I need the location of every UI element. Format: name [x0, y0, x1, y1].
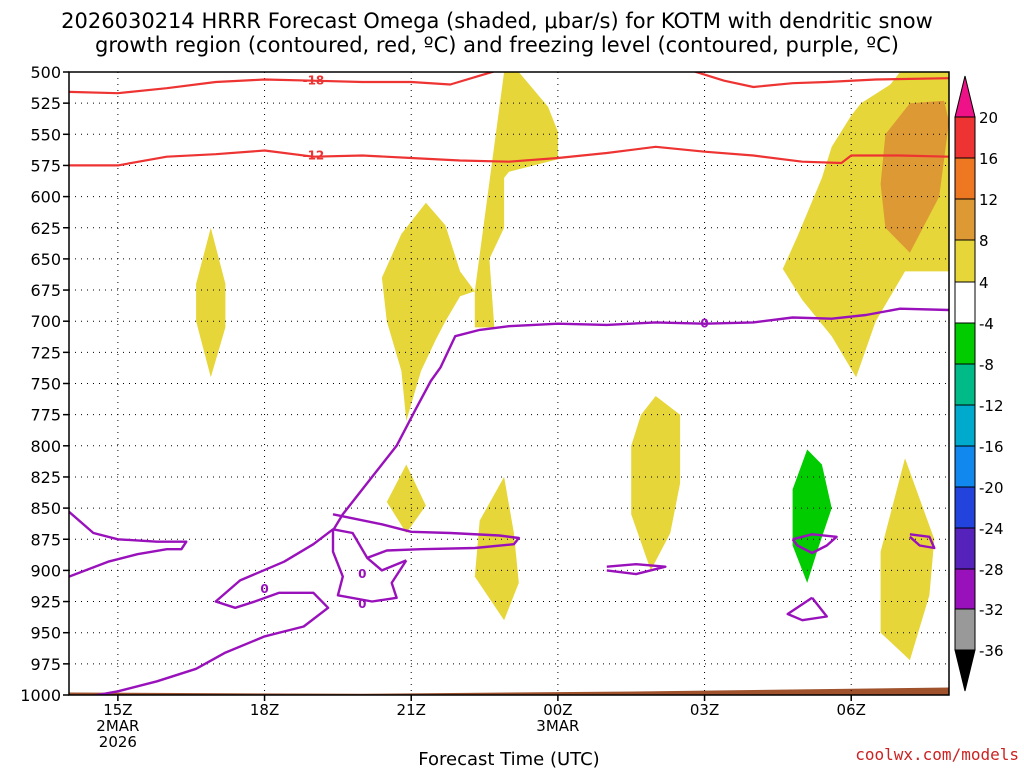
- omega-4-to-8-region: [880, 458, 935, 661]
- colorbar-band: [954, 527, 976, 570]
- dgz-contour-line: [692, 72, 949, 89]
- y-tick-label: 675: [30, 281, 61, 300]
- contour-label: 0: [260, 582, 268, 596]
- y-tick-label: 625: [30, 219, 61, 238]
- x-tick-label: 3MAR: [536, 717, 579, 735]
- y-tick-label: 725: [30, 343, 61, 362]
- terrain-fill: [69, 687, 949, 695]
- x-tick-label: 18Z: [250, 701, 279, 719]
- colorbar-band: [954, 445, 976, 488]
- x-tick-label: 15Z: [103, 701, 132, 719]
- omega-4-to-8-region: [196, 227, 226, 378]
- credit-text: coolwx.com/models: [855, 745, 1019, 764]
- colorbar-label: -32: [979, 601, 1004, 619]
- y-tick-label: 900: [30, 561, 61, 580]
- y-tick-label: 700: [30, 312, 61, 331]
- y-tick-label: 500: [30, 63, 61, 82]
- x-tick-label: 2MAR: [96, 717, 139, 735]
- x-tick-label: 00Z: [543, 701, 572, 719]
- y-tick-label: 750: [30, 375, 61, 394]
- contour-lines: [69, 72, 949, 695]
- colorbar-label: 20: [979, 109, 998, 127]
- colorbar-label: -36: [979, 642, 1004, 660]
- contour-label: 0: [358, 597, 366, 611]
- colorbar-band: [954, 363, 976, 406]
- freezing-level-contour-line: [786, 596, 828, 622]
- omega-4-to-8-region: [631, 396, 681, 571]
- colorbar-label: 4: [979, 274, 989, 292]
- omega-4-to-8-region: [474, 476, 519, 621]
- colorbar-band: [954, 608, 976, 651]
- omega-4-to-8-region: [386, 464, 426, 533]
- dgz-contour-line: [69, 72, 497, 95]
- x-axis-label: Forecast Time (UTC): [418, 749, 599, 768]
- omega-minus-4-to-minus-8-region: [792, 449, 832, 583]
- y-tick-label: 925: [30, 593, 61, 612]
- colorbar-label: -24: [979, 520, 1004, 538]
- freezing-level-contour-line: [606, 563, 667, 576]
- terrain-surface: [69, 687, 949, 695]
- omega-8-to-12-region: [880, 100, 949, 253]
- colorbar-band: [954, 486, 976, 529]
- y-tick-label: 850: [30, 499, 61, 518]
- contour-label: -12: [303, 148, 325, 162]
- contour-label: 0: [700, 317, 708, 331]
- freezing-level-contour-line: [791, 533, 838, 555]
- y-tick-label: 825: [30, 468, 61, 487]
- colorbar-label: -8: [979, 356, 994, 374]
- x-tick-label: 03Z: [690, 701, 719, 719]
- freezing-level-contour-line: [909, 533, 936, 550]
- contour-label: 0: [358, 567, 366, 581]
- freezing-level-contour-line: [331, 307, 949, 603]
- contour-label: -18: [303, 74, 325, 88]
- y-tick-label: 775: [30, 406, 61, 425]
- dgz-contour-line: [69, 145, 949, 167]
- colorbar-label: 8: [979, 232, 989, 250]
- colorbar-band: [954, 157, 976, 200]
- y-tick-label: 875: [30, 530, 61, 549]
- x-tick-label: 2026: [99, 733, 137, 751]
- colorbar-label: -12: [979, 397, 1004, 415]
- colorbar-label: -4: [979, 315, 994, 333]
- y-tick-label: 525: [30, 94, 61, 113]
- colorbar-top-arrow: [954, 75, 976, 118]
- colorbar-band: [954, 281, 976, 324]
- colorbar: 20 16 12 8 4 -4 -8 -12 -16 -20 -24 -28 -32 -36: [954, 75, 1004, 692]
- colorbar-label: -20: [979, 479, 1004, 497]
- y-tick-label: 950: [30, 624, 61, 643]
- colorbar-bottom-arrow: [954, 649, 976, 692]
- omega-4-to-8-region: [381, 72, 558, 421]
- colorbar-band: [954, 116, 976, 159]
- omega-shading: [196, 72, 949, 661]
- y-tick-label: 600: [30, 188, 61, 207]
- colorbar-label: 16: [979, 150, 998, 168]
- chart-title-line-1: 2026030214 HRRR Forecast Omega (shaded, …: [61, 9, 933, 33]
- y-axis-ticks: 500 525 550 575 600 625 650 675 700 725 750 775 800 8…: [20, 63, 69, 705]
- contour-labels: -18 -12 0 0 0 0: [260, 74, 708, 611]
- chart-title-line-2: growth region (contoured, red, ºC) and f…: [95, 33, 899, 57]
- colorbar-label: -16: [979, 438, 1004, 456]
- colorbar-band: [954, 239, 976, 283]
- freezing-level-contour-line: [90, 528, 407, 695]
- freezing-level-contour-line: [69, 510, 188, 578]
- y-tick-label: 800: [30, 437, 61, 456]
- colorbar-band: [954, 322, 976, 365]
- freezing-level-contour-line: [332, 513, 520, 560]
- y-tick-label: 975: [30, 655, 61, 674]
- x-tick-label: 21Z: [397, 701, 426, 719]
- colorbar-label: 12: [979, 191, 998, 209]
- colorbar-label: -28: [979, 561, 1004, 579]
- colorbar-band: [954, 568, 976, 610]
- y-tick-label: 575: [30, 156, 61, 175]
- colorbar-band: [954, 198, 976, 241]
- y-tick-label: 650: [30, 250, 61, 269]
- colorbar-band: [954, 404, 976, 447]
- x-tick-label: 06Z: [837, 701, 866, 719]
- y-tick-label: 550: [30, 125, 61, 144]
- y-tick-label: 1000: [20, 686, 61, 705]
